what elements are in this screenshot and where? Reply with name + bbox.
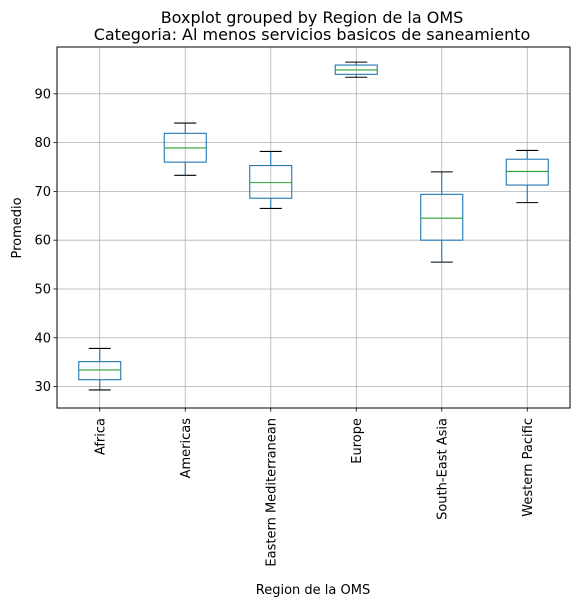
y-tick-label: 40 <box>34 331 51 346</box>
y-tick-label: 70 <box>34 185 51 200</box>
iqr-box <box>249 164 293 199</box>
plot-frame <box>56 46 571 409</box>
x-tick-label: Eastern Mediterranean <box>264 418 279 567</box>
x-tick-label: Europe <box>350 418 365 464</box>
x-axis-label: Region de la OMS <box>256 583 370 598</box>
y-tick-label: 50 <box>34 282 51 297</box>
y-tick-label: 80 <box>34 136 51 151</box>
x-tick-label: Americas <box>179 418 194 479</box>
grid-lines <box>57 47 570 408</box>
x-tick-label: Western Pacific <box>521 418 536 517</box>
figure-suptitle: Boxplot grouped by Region de la OMS <box>161 8 464 27</box>
x-tick-label: South-East Asia <box>435 418 450 520</box>
box-elements <box>78 61 549 391</box>
iqr-box <box>420 193 464 241</box>
y-tick-label: 30 <box>34 380 51 395</box>
iqr-box <box>78 361 122 381</box>
x-axis-ticks: Africa Americas Eastern Mediterranean Europ… <box>93 408 536 567</box>
chart-title: Categoria: Al menos servicios basicos de… <box>94 25 531 44</box>
iqr-box <box>505 158 549 186</box>
y-tick-label: 60 <box>34 234 51 249</box>
x-tick-label: Africa <box>93 418 108 455</box>
y-tick-label: 90 <box>34 87 51 102</box>
y-axis-label: Promedio <box>10 197 25 258</box>
y-axis-ticks: 30 40 50 60 70 80 90 <box>34 87 57 395</box>
